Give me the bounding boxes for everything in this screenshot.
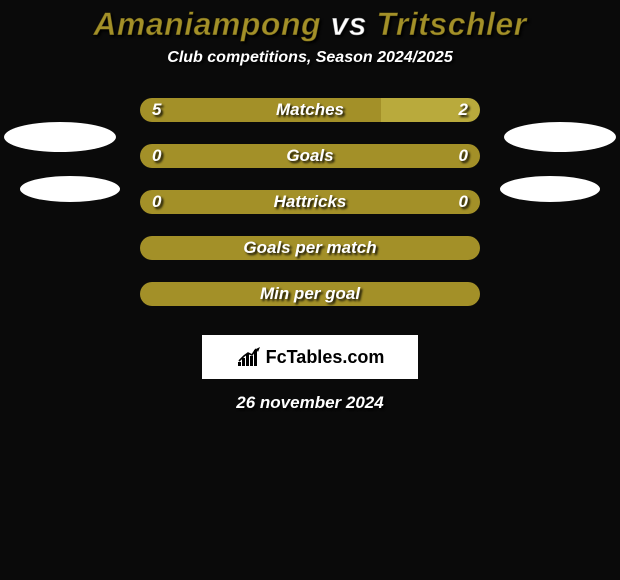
decoration-ellipse — [4, 122, 116, 152]
logo-box: FcTables.com — [202, 335, 418, 379]
page-title: Amaniampong vs Tritschler — [0, 0, 620, 43]
stat-row: Min per goal — [0, 271, 620, 317]
stat-value-left: 0 — [140, 192, 173, 212]
decoration-ellipse — [20, 176, 120, 202]
decoration-ellipse — [504, 122, 616, 152]
subtitle-text: Club competitions, Season 2024/2025 — [167, 49, 452, 66]
decoration-ellipse — [500, 176, 600, 202]
stat-value-left: 5 — [140, 100, 173, 120]
stat-bar-right: 2 — [381, 98, 480, 122]
stat-bar: 00Hattricks — [140, 190, 480, 214]
title-vs: vs — [330, 6, 367, 42]
stat-bar: 00Goals — [140, 144, 480, 168]
fctables-icon — [236, 346, 262, 368]
logo: FcTables.com — [236, 346, 385, 368]
date-value: 26 november 2024 — [236, 393, 383, 412]
stat-value-right: 0 — [447, 192, 480, 212]
stat-bar: 52Matches — [140, 98, 480, 122]
stat-value-right: 0 — [447, 146, 480, 166]
stat-value-left: 0 — [140, 146, 173, 166]
stat-bar: Min per goal — [140, 282, 480, 306]
stat-value-right: 2 — [447, 100, 480, 120]
title-player-left: Amaniampong — [93, 6, 321, 42]
stat-bar: Goals per match — [140, 236, 480, 260]
logo-text: FcTables.com — [266, 347, 385, 368]
date-text: 26 november 2024 — [0, 393, 620, 413]
comparison-chart: 52Matches00Goals00HattricksGoals per mat… — [0, 87, 620, 317]
title-player-right: Tritschler — [376, 6, 526, 42]
stat-bar-left — [140, 236, 480, 260]
stat-bar-left: 0 — [140, 190, 480, 214]
stat-row: Goals per match — [0, 225, 620, 271]
stat-bar-left: 5 — [140, 98, 381, 122]
stat-bar-left — [140, 282, 480, 306]
subtitle: Club competitions, Season 2024/2025 — [0, 49, 620, 67]
stat-bar-left: 0 — [140, 144, 480, 168]
